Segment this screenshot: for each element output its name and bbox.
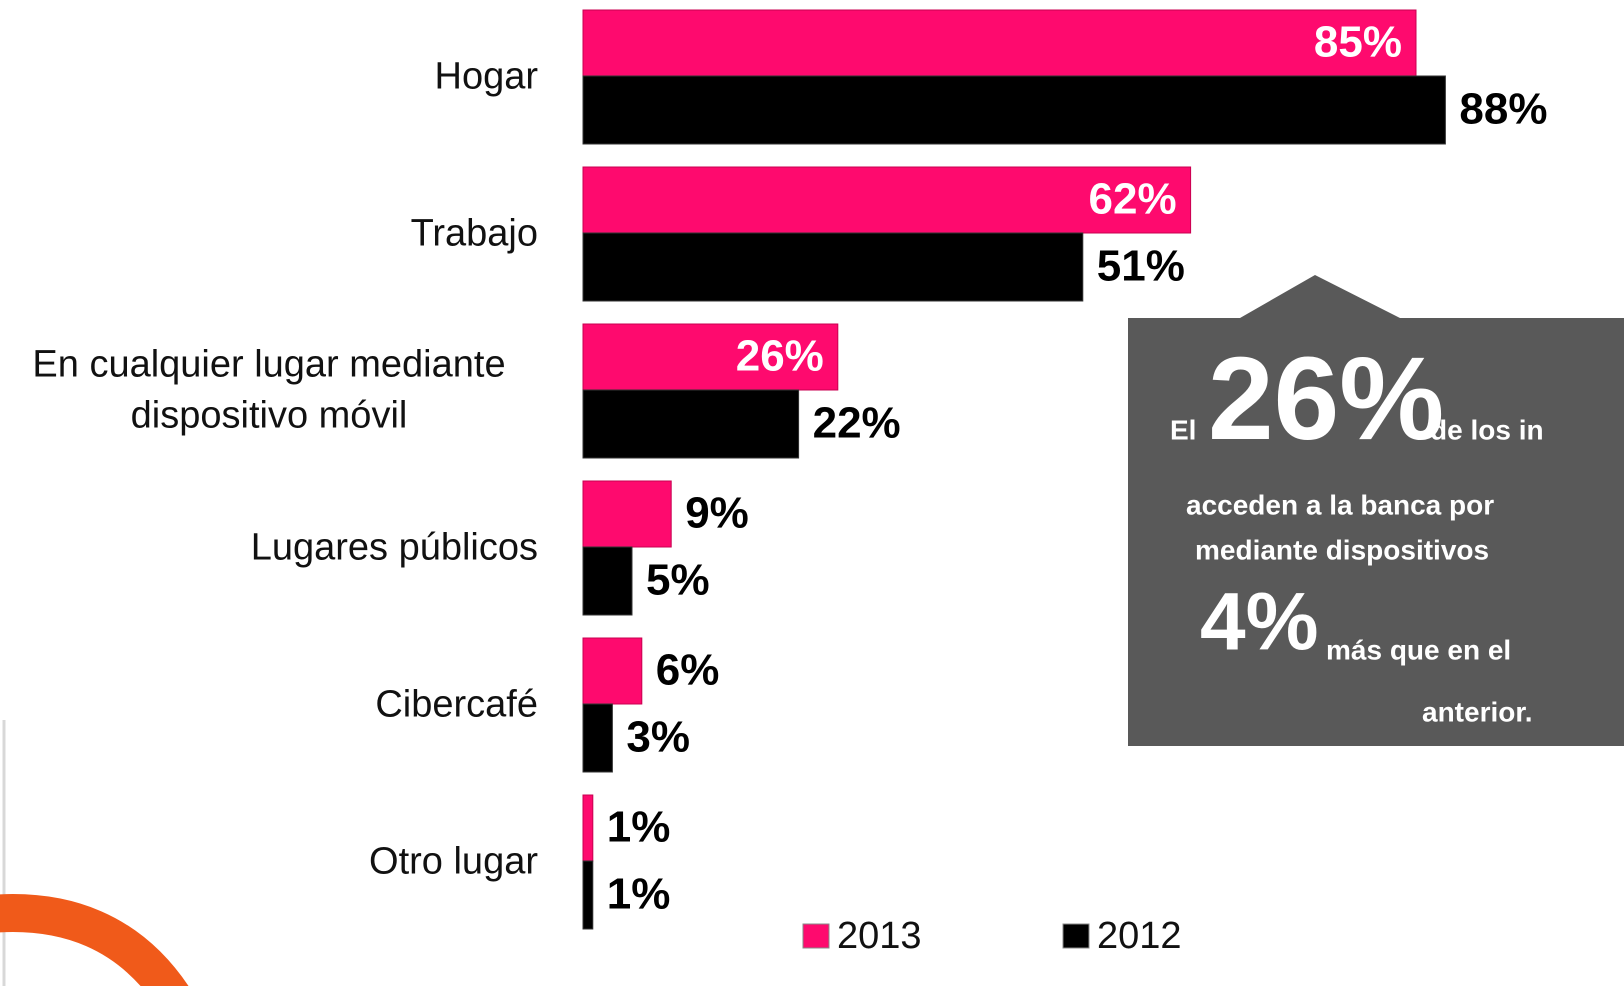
category-label: Otro lugar — [369, 840, 538, 883]
bar — [582, 75, 1446, 145]
value-label: 22% — [813, 399, 901, 448]
value-label: 6% — [656, 646, 720, 695]
bar — [582, 637, 643, 705]
value-label: 62% — [1089, 175, 1177, 224]
bar — [582, 9, 1417, 77]
bar — [582, 794, 594, 862]
decor-arc — [0, 894, 189, 986]
category-label: Trabajo — [410, 212, 538, 255]
bar — [582, 546, 633, 616]
bar — [582, 389, 800, 459]
category-label: Lugares públicos — [250, 526, 538, 569]
legend-label: 2012 — [1097, 915, 1182, 957]
callout-box — [1128, 275, 1624, 746]
category-label: En cualquier lugar mediante dispositivo … — [32, 343, 506, 437]
callout-text: El — [1170, 414, 1196, 445]
callout-text: anterior. — [1422, 696, 1532, 727]
legend-label: 2013 — [837, 915, 922, 957]
value-label: 1% — [607, 870, 671, 919]
callout-text: acceden a la banca por — [1186, 489, 1494, 520]
bar — [582, 232, 1084, 302]
value-label: 3% — [626, 713, 690, 762]
value-label: 51% — [1097, 242, 1185, 291]
legend-swatch — [1062, 923, 1090, 949]
category-label: Cibercafé — [375, 683, 538, 726]
bar — [582, 480, 672, 548]
value-label: 88% — [1459, 85, 1547, 134]
bar — [582, 860, 594, 930]
value-label: 85% — [1314, 18, 1402, 67]
value-label: 5% — [646, 556, 710, 605]
callout-text: más que en el — [1326, 634, 1511, 665]
value-label: 26% — [736, 332, 824, 381]
legend-swatch — [802, 923, 830, 949]
callout-highlight: 26% — [1208, 333, 1444, 465]
bar — [582, 166, 1192, 234]
callout-text: de los in — [1430, 414, 1544, 445]
value-label: 9% — [685, 489, 749, 538]
callout-highlight: 4% — [1200, 577, 1319, 668]
category-label: Hogar — [434, 55, 539, 98]
value-label: 1% — [607, 803, 671, 852]
bar — [582, 703, 613, 773]
callout-text: mediante dispositivos — [1195, 534, 1489, 565]
